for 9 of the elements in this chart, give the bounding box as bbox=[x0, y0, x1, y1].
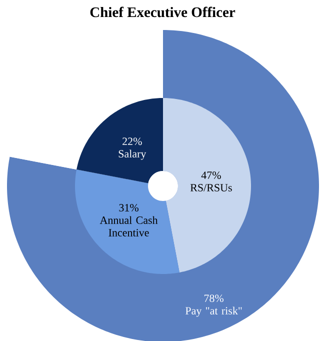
data-label: 31% bbox=[119, 204, 138, 212]
slice-label: Salary bbox=[118, 150, 146, 160]
data-label: 22% bbox=[122, 138, 142, 146]
data-label: 78% bbox=[204, 294, 224, 302]
slice-label: Pay "at risk" bbox=[185, 306, 242, 317]
chart-title: Chief Executive Officer bbox=[90, 6, 236, 18]
data-label: 47% bbox=[201, 171, 221, 179]
slice-label: RS/RSUs bbox=[190, 184, 232, 192]
slice-label: Annual Cash Incentive bbox=[100, 216, 158, 236]
